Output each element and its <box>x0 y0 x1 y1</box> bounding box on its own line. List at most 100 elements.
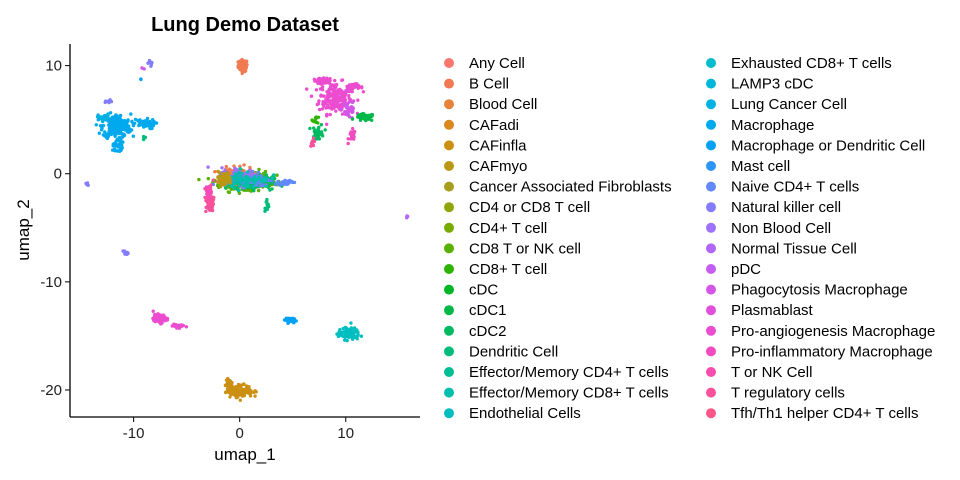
data-point <box>216 169 220 174</box>
data-point <box>322 76 326 80</box>
data-point <box>235 393 240 397</box>
legend-item: Blood Cell <box>444 96 537 113</box>
data-point <box>111 119 116 124</box>
data-point <box>85 182 89 187</box>
data-point <box>227 190 232 195</box>
data-point <box>152 119 156 124</box>
legend-swatch <box>706 140 716 151</box>
legend-label: Endothelial Cells <box>469 405 581 422</box>
data-point <box>273 182 278 186</box>
legend-swatch <box>444 264 454 274</box>
legend-label: Mast cell <box>731 158 790 175</box>
legend-swatch <box>706 58 716 68</box>
x-axis-title: umap_1 <box>214 445 275 464</box>
legend-swatch <box>444 408 454 419</box>
data-point <box>268 188 272 192</box>
data-point <box>142 67 146 71</box>
legend-label: Plasmablast <box>731 302 814 319</box>
y-tick-label: -20 <box>40 382 62 399</box>
data-point <box>311 136 316 140</box>
data-point <box>238 398 242 402</box>
data-point <box>106 112 110 116</box>
data-point <box>97 131 102 135</box>
legend-label: CAFadi <box>469 117 519 134</box>
data-point <box>238 167 242 171</box>
data-point <box>347 94 351 98</box>
legend-item: Effector/Memory CD8+ T cells <box>444 385 669 402</box>
legend-label: Macrophage or Dendritic Cell <box>731 137 925 154</box>
legend-label: Effector/Memory CD8+ T cells <box>469 385 669 402</box>
data-point <box>351 126 355 131</box>
data-point <box>325 122 329 127</box>
data-point <box>337 331 341 335</box>
data-point <box>343 110 347 114</box>
data-point <box>346 108 351 112</box>
data-point <box>254 390 258 394</box>
data-point <box>107 123 111 127</box>
legend-label: Tfh/Th1 helper CD4+ T cells <box>731 405 918 422</box>
data-point <box>118 113 123 118</box>
data-point <box>330 107 334 111</box>
legend-swatch <box>706 78 716 89</box>
data-point <box>275 173 279 177</box>
data-point <box>114 118 118 122</box>
data-point <box>343 331 347 335</box>
data-point <box>243 388 248 392</box>
data-point <box>114 139 118 143</box>
data-point <box>268 181 273 186</box>
data-point <box>149 61 153 65</box>
data-point <box>239 61 243 65</box>
data-point <box>308 126 312 131</box>
data-point <box>244 184 248 189</box>
legend-item: CD4+ T cell <box>444 220 547 237</box>
legend-swatch <box>444 222 454 233</box>
data-point <box>229 390 233 394</box>
data-point <box>263 176 267 180</box>
data-point <box>111 116 115 121</box>
data-point <box>342 91 346 95</box>
data-point <box>100 115 104 119</box>
legend-item: Lung Cancer Cell <box>706 96 847 113</box>
legend-swatch <box>444 99 454 110</box>
legend-label: Pro-inflammatory Macrophage <box>731 343 933 360</box>
legend-swatch <box>706 181 716 192</box>
legend-item: Macrophage <box>706 117 814 134</box>
data-point <box>370 118 374 123</box>
data-point <box>175 324 179 328</box>
data-point <box>369 113 374 117</box>
data-point <box>221 182 226 187</box>
legend-item: T regulatory cells <box>706 385 845 402</box>
data-point <box>312 126 316 130</box>
data-point <box>340 112 345 116</box>
data-point <box>114 113 118 117</box>
data-point <box>323 81 327 85</box>
data-point <box>150 126 154 131</box>
x-tick-label: 10 <box>337 425 354 442</box>
chart-title: Lung Demo Dataset <box>151 14 339 36</box>
data-point <box>320 132 324 136</box>
legend-swatch <box>706 222 716 233</box>
data-point <box>309 144 313 148</box>
data-point <box>346 137 350 141</box>
data-point <box>343 338 347 342</box>
data-point <box>345 330 350 335</box>
data-point <box>158 314 163 318</box>
data-point <box>155 317 160 321</box>
data-point <box>118 147 123 151</box>
data-point <box>287 180 291 184</box>
data-point <box>220 166 224 170</box>
data-point <box>240 171 244 175</box>
data-point <box>334 82 339 87</box>
data-point <box>205 204 210 209</box>
data-point <box>331 84 336 89</box>
data-point <box>345 89 350 94</box>
data-point <box>348 329 353 333</box>
data-point <box>344 103 349 107</box>
data-point <box>263 209 267 213</box>
data-point <box>356 98 360 102</box>
data-point <box>359 334 364 338</box>
data-point <box>240 177 244 181</box>
legend-item: Normal Tissue Cell <box>706 240 857 257</box>
data-point <box>151 123 156 128</box>
legend-swatch <box>444 284 454 295</box>
